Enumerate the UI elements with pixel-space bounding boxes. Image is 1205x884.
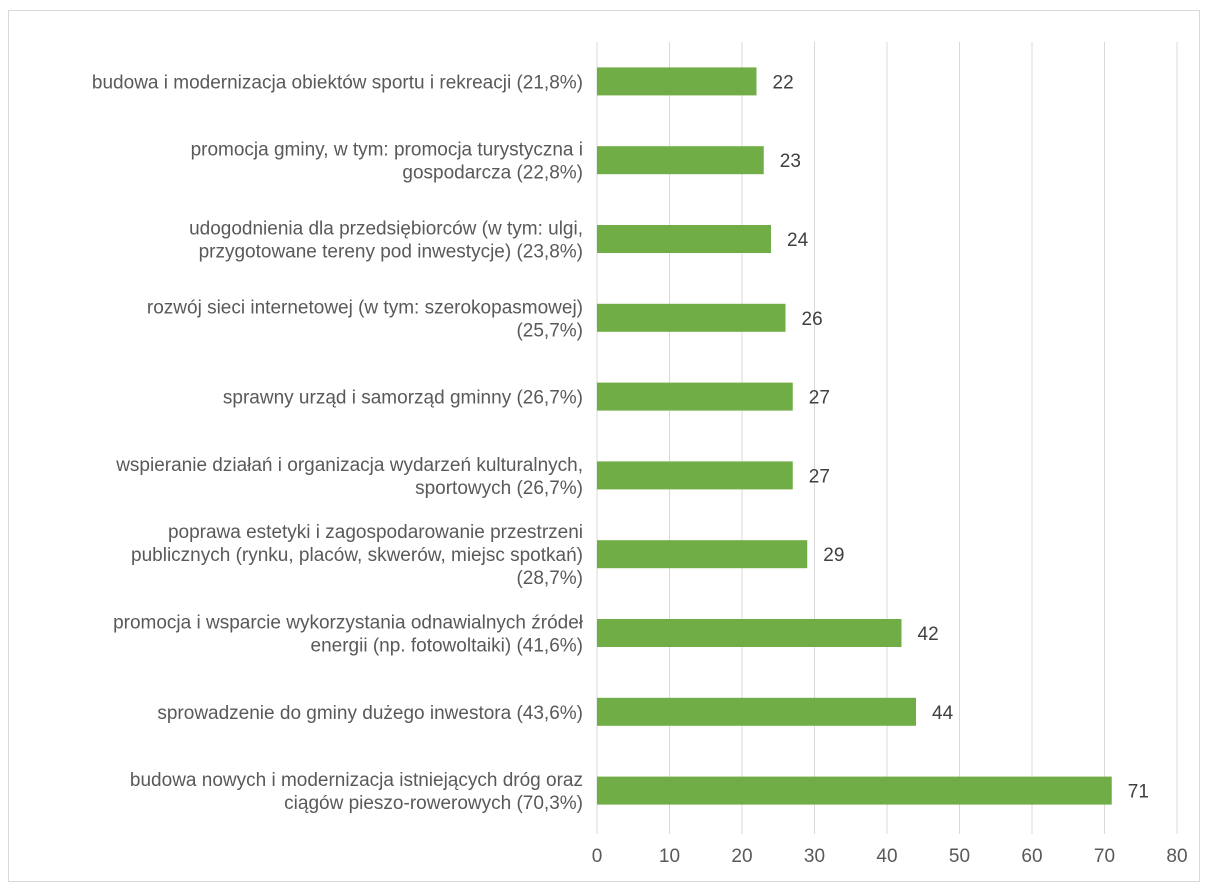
category-label-line: przygotowane tereny pod inwestycje) (23,…	[199, 242, 583, 263]
data-label: 29	[823, 545, 844, 566]
data-label: 42	[918, 624, 939, 645]
category-label: budowa nowych i modernizacja istniejącyc…	[130, 770, 583, 814]
x-tick-label: 50	[949, 846, 970, 867]
category-label: sprowadzenie do gminy dużego inwestora (…	[157, 703, 583, 724]
category-label-line: rozwój sieci internetowej (w tym: szerok…	[147, 297, 583, 318]
data-label: 71	[1128, 782, 1149, 803]
bar	[597, 146, 764, 175]
category-labels: budowa i modernizacja obiektów sportu i …	[92, 72, 584, 814]
category-label-line: promocja i wsparcie wykorzystania odnawi…	[113, 613, 584, 634]
category-label-line: promocja gminy, w tym: promocja turystyc…	[191, 140, 583, 161]
data-label: 26	[802, 309, 823, 330]
x-tick-label: 0	[592, 846, 603, 867]
category-label-line: sprawny urząd i samorząd gminny (26,7%)	[223, 388, 583, 409]
x-tick-label: 20	[731, 846, 752, 867]
data-label: 23	[780, 151, 801, 172]
category-label-line: gospodarcza (22,8%)	[402, 163, 583, 184]
bar	[597, 225, 771, 253]
category-label-line: publicznych (rynku, placów, skwerów, mie…	[131, 545, 583, 566]
bar	[597, 776, 1112, 805]
category-label-line: udogodnienia dla przedsiębiorców (w tym:…	[189, 219, 583, 240]
category-label-line: (28,7%)	[516, 568, 583, 589]
category-label: promocja i wsparcie wykorzystania odnawi…	[113, 613, 584, 657]
x-tick-label: 10	[659, 846, 680, 867]
bars	[597, 67, 1112, 805]
category-label: sprawny urząd i samorząd gminny (26,7%)	[223, 388, 583, 409]
category-label: budowa i modernizacja obiektów sportu i …	[92, 72, 583, 93]
bar	[597, 67, 757, 96]
x-tick-label: 40	[876, 846, 897, 867]
data-labels: 22 23 24 26 27 27 29 42 44 71	[773, 72, 1149, 802]
bar	[597, 382, 793, 411]
data-label: 27	[809, 466, 830, 487]
data-label: 22	[773, 72, 794, 93]
x-tick-label: 80	[1166, 846, 1187, 867]
category-label-line: sprowadzenie do gminy dużego inwestora (…	[157, 703, 583, 724]
category-label: promocja gminy, w tym: promocja turystyc…	[191, 140, 583, 184]
x-axis-ticks: 0 10 20 30 40 50 60 70 80	[592, 846, 1188, 867]
category-label: udogodnienia dla przedsiębiorców (w tym:…	[189, 219, 583, 263]
category-label: rozwój sieci internetowej (w tym: szerok…	[147, 297, 583, 341]
x-tick-label: 30	[804, 846, 825, 867]
category-label-line: poprawa estetyki i zagospodarowanie prze…	[168, 522, 583, 543]
category-label-line: energii (np. fotowoltaiki) (41,6%)	[311, 636, 583, 657]
data-label: 24	[787, 230, 809, 251]
bar	[597, 540, 808, 569]
category-label-line: (25,7%)	[516, 320, 583, 341]
category-label: poprawa estetyki i zagospodarowanie prze…	[131, 522, 583, 589]
bar	[597, 303, 786, 332]
category-label: wspieranie działań i organizacja wydarze…	[115, 455, 583, 499]
data-label: 27	[809, 388, 830, 409]
category-label-line: budowa i modernizacja obiektów sportu i …	[92, 72, 583, 93]
category-label-line: wspieranie działań i organizacja wydarze…	[115, 455, 583, 476]
x-tick-label: 60	[1021, 846, 1042, 867]
x-tick-label: 70	[1094, 846, 1115, 867]
category-label-line: sportowych (26,7%)	[415, 478, 583, 499]
data-label: 44	[932, 703, 954, 724]
bar	[597, 697, 916, 726]
bar	[597, 619, 902, 647]
category-label-line: ciągów pieszo-rowerowych (70,3%)	[284, 793, 583, 814]
bar	[597, 461, 793, 490]
category-label-line: budowa nowych i modernizacja istniejącyc…	[130, 770, 583, 791]
